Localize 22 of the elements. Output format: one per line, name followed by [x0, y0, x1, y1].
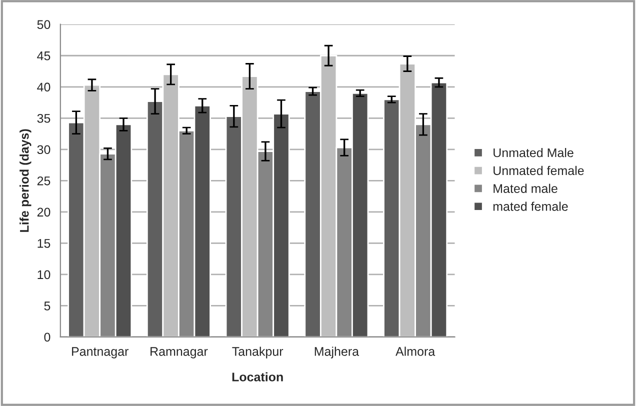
y-tick-label: 0 — [44, 332, 50, 342]
legend-label: mated female — [493, 202, 568, 211]
y-tick-label: 25 — [37, 176, 50, 186]
x-tick-label: Pantnagar — [72, 347, 128, 358]
y-tick-label: 15 — [38, 239, 50, 248]
y-axis-title: Life period (days) — [20, 129, 32, 232]
legend-label: Mated male — [494, 184, 558, 193]
y-tick-label: 5 — [44, 302, 50, 310]
y-tick-label: 50 — [37, 20, 50, 30]
y-tick-label: 20 — [37, 208, 50, 217]
legend-label: Unmated Male — [494, 148, 574, 158]
y-tick-label: 35 — [37, 114, 50, 123]
y-tick-label: 10 — [38, 270, 50, 280]
x-tick-label: Almora — [396, 346, 436, 356]
x-tick-label: Majhera — [314, 346, 360, 358]
legend-label: Unmated female — [494, 166, 584, 176]
y-tick-label: 45 — [37, 52, 50, 60]
y-tick-label: 40 — [37, 82, 50, 92]
x-tick-label: Ramnagar — [150, 347, 208, 358]
x-tick-label: Tanakpur — [232, 346, 284, 358]
x-axis-title: Location — [232, 372, 283, 382]
y-tick-label: 30 — [37, 145, 50, 154]
